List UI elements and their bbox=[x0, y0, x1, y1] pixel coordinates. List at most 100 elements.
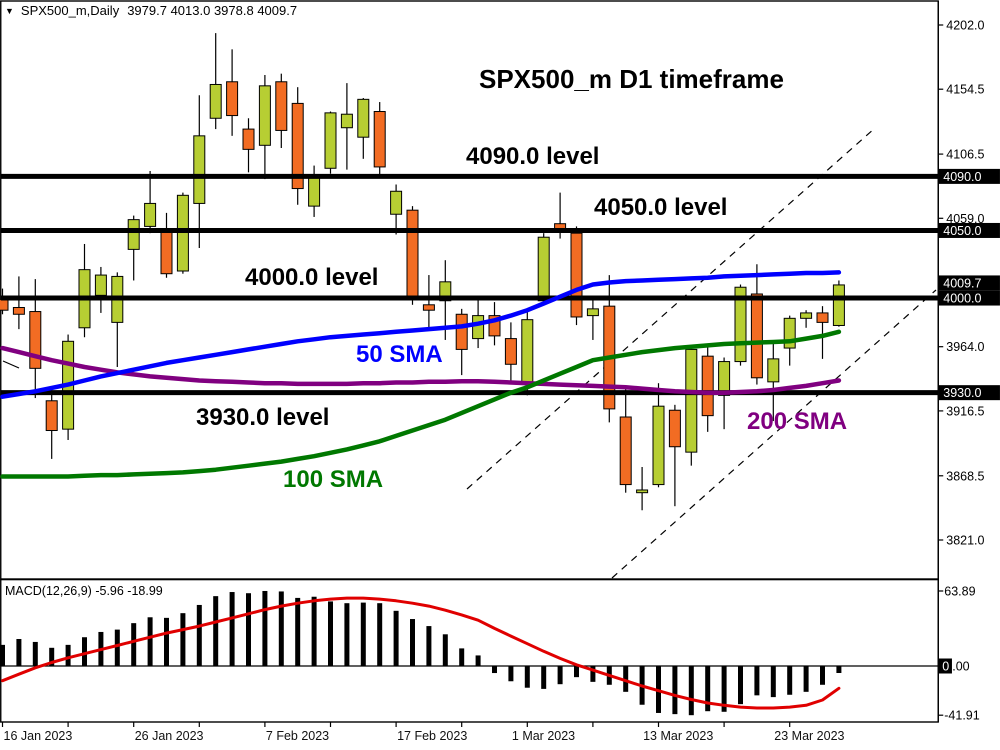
candle-27-Jan-2023 bbox=[144, 202, 157, 227]
trendline-left-small-segment[interactable] bbox=[2, 360, 20, 369]
candle-28-Mar-2023 bbox=[816, 312, 829, 323]
macd-histogram-bar bbox=[164, 617, 169, 666]
current-price-badge bbox=[938, 275, 1000, 291]
level-4050-annotation: 4050.0 level bbox=[594, 194, 728, 221]
price-tick-label-3821.0: 3821.0 bbox=[946, 533, 984, 547]
candle-24-Feb-2023 bbox=[455, 313, 468, 350]
candle-17-Mar-2023 bbox=[701, 355, 714, 417]
candle-6-Feb-2023 bbox=[242, 128, 255, 150]
macd-histogram-bar bbox=[508, 666, 514, 682]
candle-8-Feb-2023 bbox=[275, 81, 288, 131]
sma100-annotation: 100 SMA bbox=[283, 466, 384, 493]
candle-22-Feb-2023 bbox=[422, 304, 435, 311]
macd-histogram-bar bbox=[688, 666, 694, 716]
macd-histogram-bar bbox=[721, 666, 727, 712]
sma50-annotation: 50 SMA bbox=[356, 341, 443, 368]
candle-21-Feb-2023 bbox=[406, 209, 419, 300]
macd-histogram-bar bbox=[32, 641, 38, 666]
price-tick-label-4154.5: 4154.5 bbox=[946, 83, 984, 97]
candle-16-Feb-2023 bbox=[373, 111, 386, 168]
macd-histogram-bar bbox=[262, 590, 268, 666]
candle-27-Feb-2023 bbox=[472, 315, 485, 340]
candle-21-Mar-2023 bbox=[734, 286, 747, 363]
level-price-badge bbox=[938, 290, 1000, 306]
macd-histogram-bar bbox=[49, 647, 55, 666]
candle-26-Jan-2023 bbox=[127, 219, 140, 250]
candle-29-Mar-2023 bbox=[832, 284, 845, 326]
macd-histogram-bar bbox=[328, 601, 333, 666]
macd-histogram-bar bbox=[738, 666, 743, 705]
price-tick-label-3964.0: 3964.0 bbox=[946, 340, 984, 354]
macd-pane[interactable] bbox=[0, 578, 939, 723]
macd-signal-line bbox=[1, 596, 841, 710]
macd-histogram-bar bbox=[754, 666, 760, 696]
ohlc-values: 3979.7 4013.0 3978.8 4009.7 bbox=[127, 3, 298, 18]
macd-histogram-bar bbox=[705, 666, 711, 712]
level-price-badge bbox=[938, 385, 1000, 401]
candle-7-Feb-2023 bbox=[258, 85, 271, 146]
sma200-annotation: 200 SMA bbox=[747, 408, 848, 435]
price-axis-background bbox=[938, 0, 1000, 750]
macd-histogram-bar bbox=[672, 666, 678, 715]
macd-histogram-bar bbox=[393, 610, 399, 666]
date-label-26-Jan-2023: 26 Jan 2023 bbox=[135, 729, 204, 743]
macd-histogram-bar bbox=[557, 666, 563, 685]
price-tick-label-4202.0: 4202.0 bbox=[946, 19, 984, 33]
macd-histogram-bar bbox=[426, 626, 432, 666]
macd-histogram-bar bbox=[65, 644, 71, 666]
sma-50-line bbox=[0, 270, 842, 399]
date-label-1-Mar-2023: 1 Mar 2023 bbox=[512, 729, 575, 743]
candle-28-Feb-2023 bbox=[488, 315, 501, 337]
candle-27-Mar-2023 bbox=[800, 312, 813, 319]
candle-3-Feb-2023 bbox=[226, 81, 239, 117]
candle-15-Feb-2023 bbox=[357, 98, 370, 138]
macd-histogram-bar bbox=[623, 666, 629, 692]
date-label-23-Mar-2023: 23 Mar 2023 bbox=[774, 729, 844, 743]
macd-histogram-bar bbox=[442, 634, 448, 666]
level-4090-annotation: 4090.0 level bbox=[466, 143, 600, 170]
level-3930-annotation: 3930.0 level bbox=[196, 404, 330, 431]
macd-histogram-bar bbox=[147, 617, 153, 666]
macd-histogram-bar bbox=[278, 591, 284, 666]
candle-10-Mar-2023 bbox=[619, 416, 632, 486]
timeframe-annotation: SPX500_m D1 timeframe bbox=[479, 64, 784, 94]
candle-3-Mar-2023 bbox=[537, 236, 550, 302]
candle-2-Mar-2023 bbox=[521, 319, 534, 383]
date-label-13-Mar-2023: 13 Mar 2023 bbox=[643, 729, 713, 743]
candle-13-Feb-2023 bbox=[324, 112, 337, 169]
date-label-16-Jan-2023: 16 Jan 2023 bbox=[4, 729, 73, 743]
symbol-dropdown-icon[interactable]: ▼ bbox=[5, 6, 14, 16]
candle-17-Jan-2023 bbox=[12, 307, 25, 315]
price-tick-label-4106.5: 4106.5 bbox=[946, 148, 984, 162]
candle-8-Mar-2023 bbox=[586, 308, 599, 317]
price-badge-label-4009.7: 4009.7 bbox=[943, 276, 981, 290]
main-chart-pane[interactable] bbox=[0, 0, 939, 580]
candle-1-Mar-2023 bbox=[504, 338, 517, 365]
candle-18-Jan-2023 bbox=[29, 311, 42, 369]
price-tick-label-3868.5: 3868.5 bbox=[946, 469, 984, 483]
macd-histogram-bar bbox=[0, 644, 5, 666]
macd-zero-badge-digit: 0 bbox=[942, 660, 949, 674]
macd-histogram-bar bbox=[311, 596, 317, 666]
macd-tick-label: .00 bbox=[952, 660, 969, 674]
chart-title-bar: ▼ SPX500_m,Daily 3979.7 4013.0 3978.8 4009… bbox=[5, 3, 297, 18]
macd-histogram-bar bbox=[770, 666, 776, 698]
macd-histogram-bar bbox=[410, 619, 415, 666]
macd-histogram-bar bbox=[803, 666, 809, 692]
candle-23-Feb-2023 bbox=[439, 281, 452, 302]
candle-20-Mar-2023 bbox=[718, 361, 731, 396]
level-price-badge bbox=[938, 222, 1000, 238]
sma-200-line bbox=[0, 345, 842, 395]
candle-17-Feb-2023 bbox=[390, 190, 403, 215]
macd-histogram-bar bbox=[131, 623, 137, 666]
macd-histogram-bar bbox=[377, 603, 383, 666]
macd-histogram-bar bbox=[16, 638, 22, 666]
macd-tick-label-63.89: 63.89 bbox=[944, 584, 975, 598]
price-tick-label-4059.0: 4059.0 bbox=[946, 212, 984, 226]
macd-histogram-bar bbox=[836, 666, 842, 673]
macd-histogram-bar bbox=[180, 613, 186, 666]
candle-22-Mar-2023 bbox=[750, 293, 763, 379]
candle-13-Mar-2023 bbox=[636, 489, 649, 494]
